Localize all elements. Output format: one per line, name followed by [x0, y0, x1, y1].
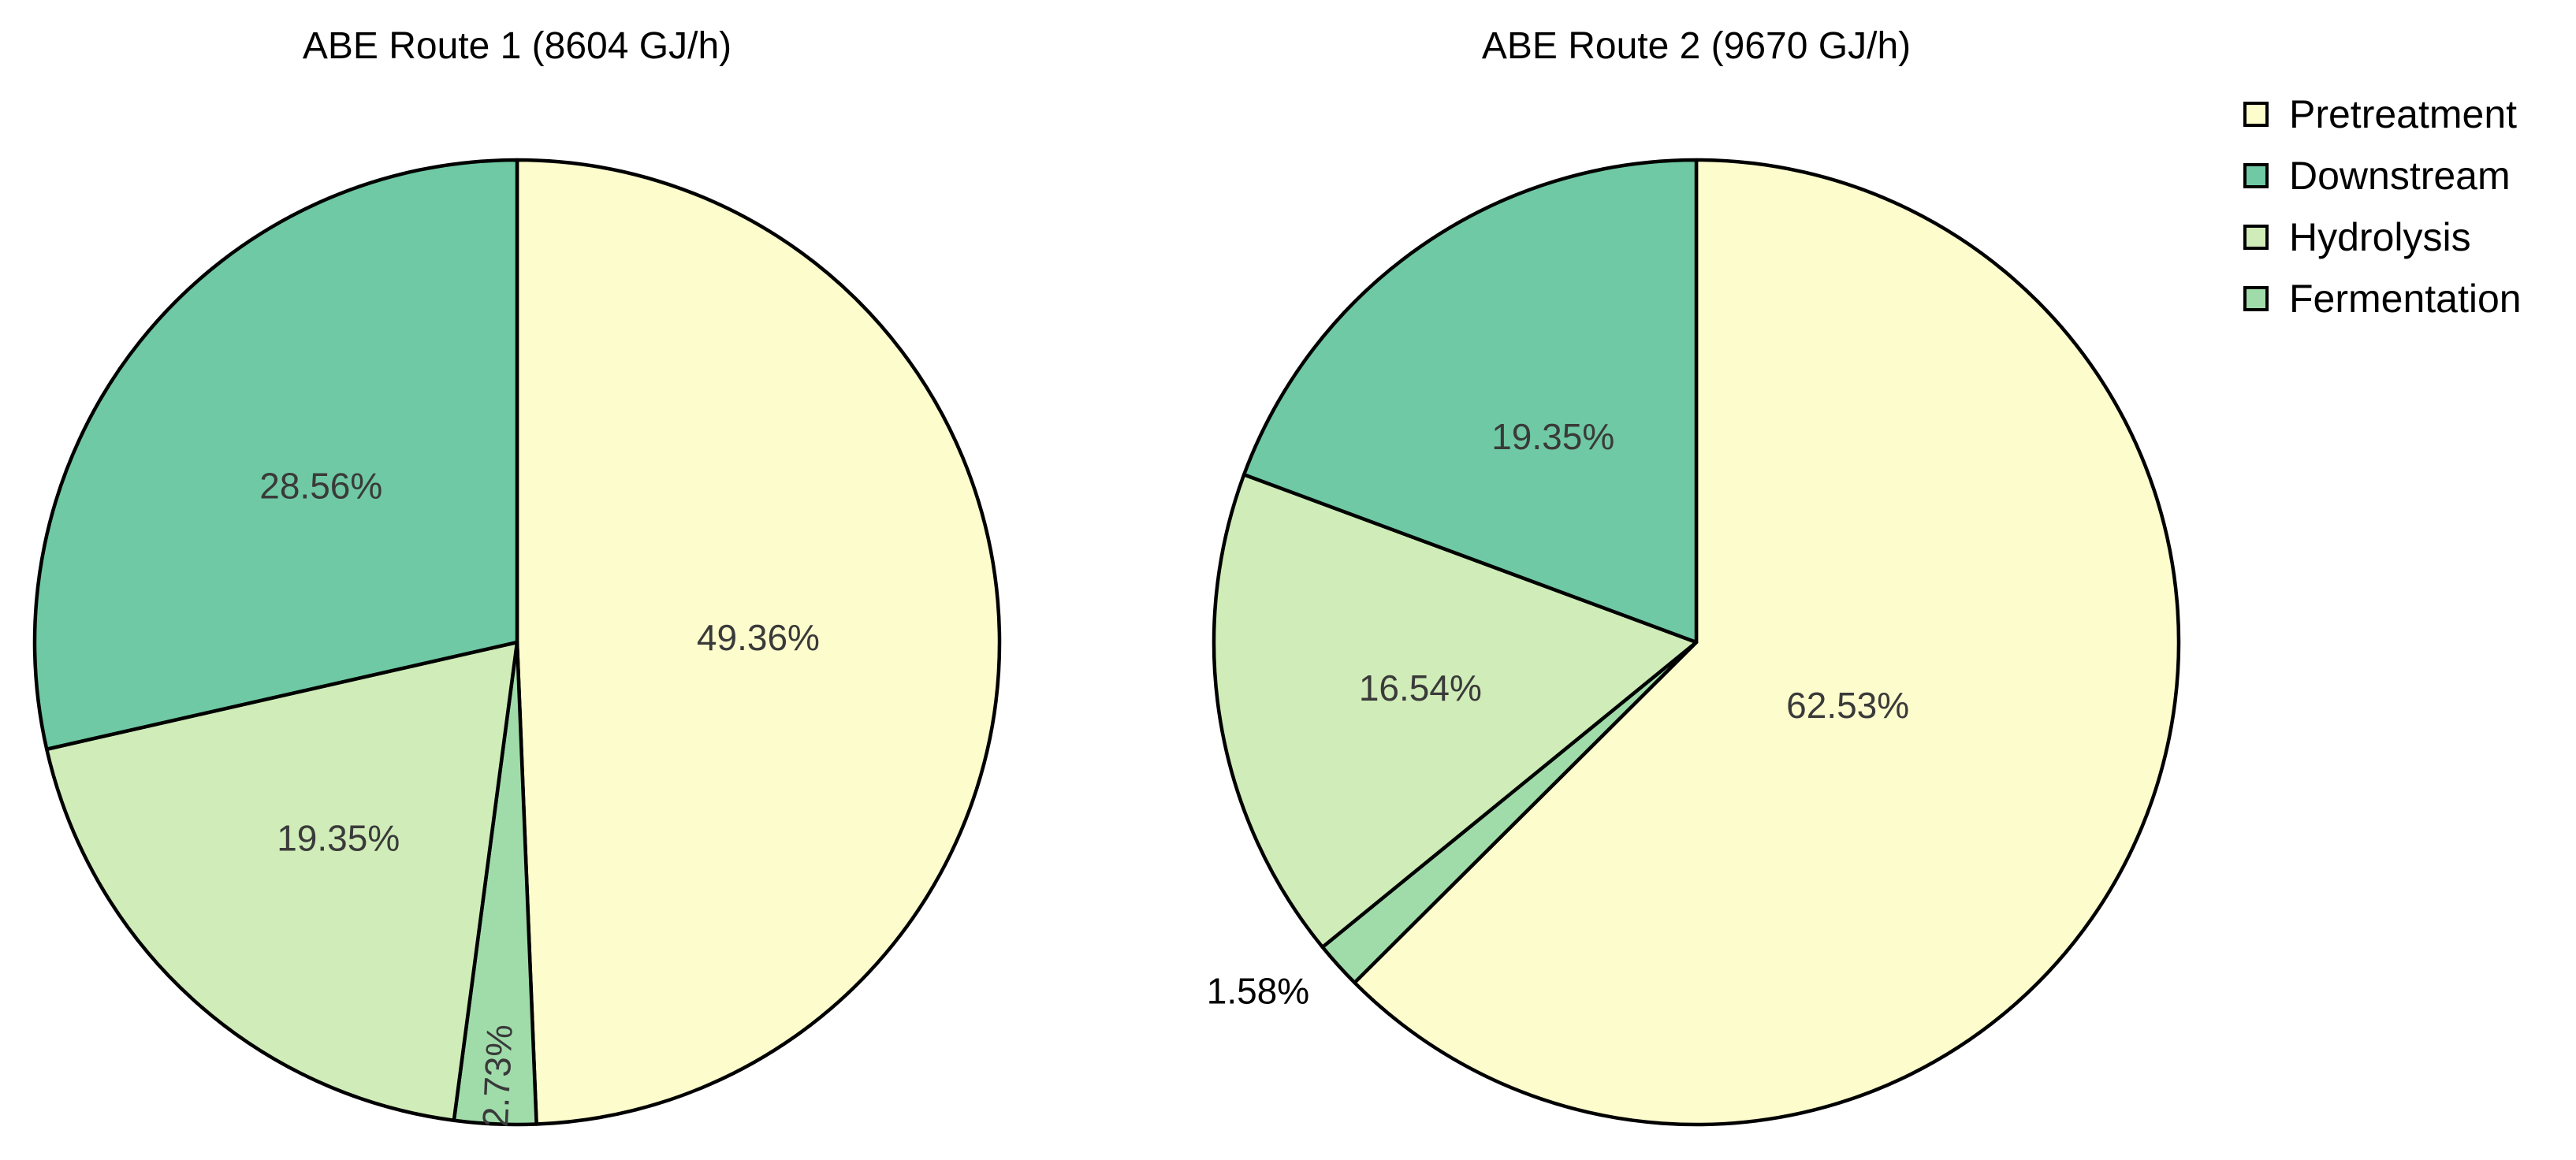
pie-2-slice-hydrolysis	[1212, 473, 1699, 950]
legend-label-pretreatment: Pretreatment	[2289, 92, 2517, 136]
legend-label-hydrolysis: Hydrolysis	[2289, 215, 2471, 259]
legend-swatch-pretreatment	[2243, 102, 2269, 127]
pie-1-label-fermentation: 2.73%	[475, 1024, 520, 1128]
pie-1-slice-pretreatment	[515, 158, 1002, 1126]
legend-swatch-downstream	[2243, 163, 2269, 188]
pie-1-slice-downstream	[32, 158, 519, 752]
legend-label-fermentation: Fermentation	[2289, 277, 2522, 321]
legend-swatch-fermentation	[2243, 286, 2269, 311]
pie-2-slice-downstream	[1241, 158, 1699, 645]
pie-1-label-hydrolysis: 19.35%	[277, 818, 400, 859]
pie-2-label-pretreatment: 62.53%	[1786, 685, 1909, 726]
chart-title-route-1: ABE Route 1 (8604 GJ/h)	[303, 25, 731, 67]
pie-route-1: 49.36% 2.73% 19.35% 28.56%	[32, 158, 1002, 1128]
legend-label-downstream: Downstream	[2289, 154, 2511, 198]
pie-route-2: 62.53% 1.58% 16.54% 19.35%	[1207, 158, 2181, 1127]
legend-swatch-hydrolysis	[2243, 225, 2269, 250]
pie-1-slice-hydrolysis	[44, 640, 519, 1122]
pie-1-label-pretreatment: 49.36%	[697, 617, 820, 658]
legend: Pretreatment Downstream Hydrolysis Fermenta…	[2243, 92, 2522, 321]
chart-title-route-2: ABE Route 2 (9670 GJ/h)	[1482, 25, 1911, 67]
pie-2-label-fermentation: 1.58%	[1207, 971, 1309, 1012]
pie-2-slice-pretreatment	[1353, 158, 2181, 1127]
pie-2-label-downstream: 19.35%	[1491, 416, 1614, 457]
pie-1-label-downstream: 28.56%	[259, 465, 382, 506]
pie-2-label-hydrolysis: 16.54%	[1359, 667, 1482, 708]
